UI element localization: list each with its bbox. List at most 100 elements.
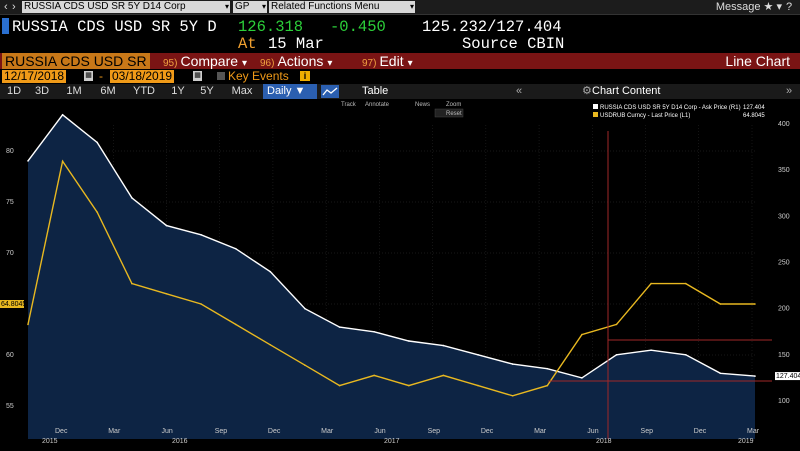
line-chart[interactable]: 55606570758064.8045 10015020025030035040… (0, 99, 800, 451)
view-title: Line Chart (725, 53, 790, 69)
cds-area-fill (28, 114, 755, 440)
start-date-field[interactable]: 12/17/2018 (2, 70, 67, 83)
usdrub-point (373, 374, 375, 377)
dropdown-icon[interactable]: ▾ (409, 2, 414, 11)
gear-icon[interactable]: ⚙ (582, 85, 592, 97)
message-text: Message (715, 1, 761, 13)
range-ytd[interactable]: YTD (133, 85, 155, 97)
usdrub-point (442, 374, 445, 377)
table-tab[interactable]: Table (362, 85, 389, 97)
dropdown-icon[interactable]: ▾ (776, 1, 782, 13)
reset-button[interactable] (434, 108, 464, 118)
range-max[interactable]: Max (231, 85, 253, 97)
legend-cds-name: RUSSIA CDS USD SR 5Y D14 Corp - Ask Pric… (600, 105, 741, 111)
left-current-label: 64.8045 (1, 301, 26, 308)
right-axis: 100 150 200 250 300 350 400 127.404 (775, 121, 800, 405)
collapse-left-icon[interactable]: « (516, 85, 523, 97)
x-year-label: 2015 (42, 438, 58, 445)
x-tick-label: Mar (534, 428, 547, 435)
calendar-icon[interactable]: ▦ (84, 71, 93, 81)
left-tick-label: 75 (6, 199, 14, 206)
news-tool[interactable]: News (415, 102, 430, 108)
right-tick-label: 400 (778, 121, 790, 128)
cds-point (338, 326, 341, 328)
compare-number: 95) (163, 58, 178, 69)
cds-point (96, 141, 99, 144)
cds-point (269, 270, 272, 273)
left-axis: 55606570758064.8045 (0, 148, 26, 410)
security-text: RUSSIA CDS USD SR 5Y D14 Corp (24, 1, 186, 12)
left-current-marker (0, 300, 24, 308)
legend-fx-name: USDRUB Curncy - Last Price (L1) (600, 113, 690, 119)
range-1m[interactable]: 1M (66, 85, 82, 97)
dropdown-icon[interactable]: ▾ (224, 2, 229, 11)
usdrub-point (511, 395, 514, 397)
line-chart-icon[interactable] (321, 85, 339, 98)
edit-label: Edit (379, 53, 404, 69)
edit-button[interactable]: 97) Edit ▾ (362, 53, 413, 69)
actions-button[interactable]: 96) Actions ▾ (260, 53, 333, 69)
range-6m[interactable]: 6M (100, 85, 116, 97)
cds-point (61, 113, 64, 116)
usdrub-point (684, 282, 687, 285)
actions-number: 96) (260, 58, 275, 69)
x-tick-label: Dec (268, 428, 281, 435)
left-tick-label: 80 (6, 148, 14, 155)
security-field[interactable]: RUSSIA CDS USD SR 5Y D14 Corp ▾ (22, 1, 230, 13)
chevron-down-icon: ▾ (407, 58, 413, 69)
chevron-down-icon: ▾ (327, 58, 333, 69)
range-5y[interactable]: 5Y (200, 85, 214, 97)
x-tick-label: Mar (747, 428, 760, 435)
related-functions-menu[interactable]: Related Functions Menu ▾ (269, 1, 415, 13)
range-1d[interactable]: 1D (6, 85, 22, 97)
legend-fx-last: 64.8045 (743, 113, 765, 119)
x-tick-label: Dec (55, 428, 68, 435)
cds-point (477, 354, 479, 356)
quote-source: Source CBIN (462, 35, 565, 53)
key-events-checkbox[interactable] (217, 72, 225, 80)
info-icon[interactable]: i (300, 71, 310, 81)
annotate-tool[interactable]: Annotate (365, 102, 390, 108)
range-bar (0, 84, 800, 99)
right-tick-label: 250 (778, 260, 790, 267)
dropdown-icon[interactable]: ▾ (261, 2, 266, 11)
chart-content-tab[interactable]: Chart Content (592, 85, 661, 97)
usdrub-series-line (27, 159, 755, 397)
pricing-source-text: GP (235, 1, 250, 12)
zoom-tool[interactable]: Zoom (446, 102, 461, 108)
usdrub-point (269, 344, 272, 346)
x-tick-label: Sep (428, 428, 441, 435)
security-name-tab[interactable]: RUSSIA CDS USD SR (2, 53, 150, 69)
line-chart-glyph (322, 87, 338, 96)
cds-point (408, 340, 410, 342)
pricing-source-field[interactable]: GP ▾ (233, 1, 267, 13)
x-year-label: 2018 (596, 438, 612, 445)
chart-toolbar: Track Annotate News Zoom Reset (341, 102, 464, 118)
usdrub-point (165, 293, 168, 295)
collapse-right-icon[interactable]: » (786, 85, 793, 97)
reset-tool[interactable]: Reset (446, 111, 462, 117)
x-tick-label: Sep (215, 428, 228, 435)
help-icon[interactable]: ? (786, 1, 793, 13)
star-icon[interactable]: ★ (763, 1, 774, 13)
range-1y[interactable]: 1Y (171, 85, 185, 97)
message-button[interactable]: Message ★ ▾ (716, 0, 782, 14)
usdrub-point (27, 323, 29, 326)
cds-point (304, 307, 306, 310)
compare-button[interactable]: 95) Compare ▾ (163, 53, 248, 69)
date-separator: - (99, 69, 103, 83)
track-tool[interactable]: Track (341, 102, 357, 108)
left-tick-label: 70 (6, 250, 14, 257)
usdrub-point (754, 303, 756, 305)
x-tick-label: Dec (694, 428, 707, 435)
back-arrow-icon[interactable]: ‹ (4, 1, 8, 13)
forward-arrow-icon[interactable]: › (12, 1, 16, 13)
range-3d[interactable]: 3D (34, 85, 50, 97)
calendar-icon[interactable]: ▦ (193, 71, 202, 81)
x-tick-label: Mar (321, 428, 334, 435)
left-tick-label: 60 (6, 352, 14, 359)
actions-label: Actions (277, 53, 324, 69)
frequency-select[interactable]: Daily ▼ (263, 84, 317, 99)
end-date-field[interactable]: 03/18/2019 (110, 70, 175, 83)
usdrub-point (338, 384, 341, 387)
